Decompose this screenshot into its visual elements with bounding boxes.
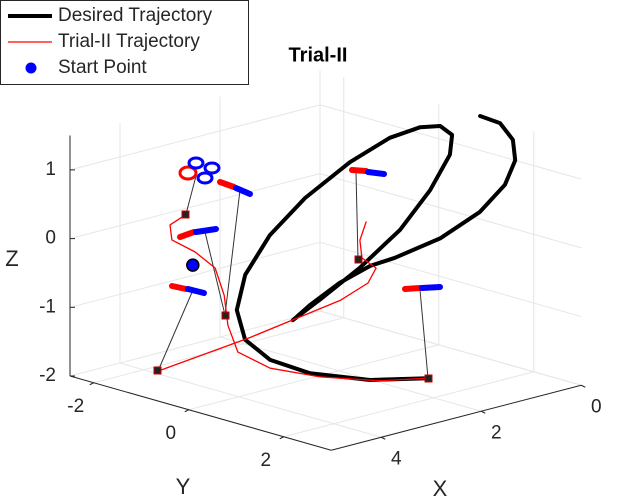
grid-line — [69, 310, 321, 377]
grid-line — [219, 336, 482, 412]
link — [355, 171, 359, 260]
grid-line — [319, 310, 582, 386]
x-tick — [381, 436, 386, 440]
grid-line — [283, 371, 534, 438]
y-tick-label: -2 — [67, 396, 84, 417]
link — [224, 189, 241, 316]
link — [157, 289, 194, 372]
trajectory — [234, 114, 518, 382]
rotor — [419, 284, 443, 291]
y-tick — [279, 436, 284, 440]
start-point — [186, 258, 200, 272]
base — [181, 210, 190, 219]
grid-line — [93, 317, 344, 384]
z-axis-label: Z — [5, 246, 18, 271]
x-axis — [331, 384, 582, 451]
legend-marker — [25, 62, 37, 74]
x-tick — [481, 410, 486, 414]
rotor-ring — [187, 156, 205, 170]
grid-line — [69, 173, 321, 240]
grid-line — [119, 362, 382, 438]
chart-title: Trial-II — [289, 44, 348, 66]
rotor — [233, 185, 253, 197]
z-tick-label: 0 — [45, 228, 56, 249]
link — [204, 231, 226, 316]
link — [185, 175, 197, 215]
grid-line — [319, 241, 582, 318]
trajectory — [157, 213, 429, 382]
rotor — [193, 226, 219, 235]
rotor — [402, 285, 423, 292]
rotor-ring — [203, 161, 221, 175]
legend-label: Trial-II Trajectory — [58, 31, 200, 52]
rotor-ring — [178, 165, 198, 181]
y-axis-label: Y — [176, 474, 191, 499]
legend-label: Start Point — [58, 57, 147, 78]
y-tick-label: 2 — [260, 450, 271, 471]
grid-line — [69, 241, 321, 308]
rotor — [217, 179, 237, 190]
x-axis-label: X — [433, 476, 448, 500]
x-tick-label: 0 — [591, 396, 602, 417]
z-tick-label: -1 — [39, 296, 56, 317]
grid-line — [188, 344, 439, 411]
y-axis — [69, 375, 332, 451]
rotor — [365, 169, 387, 177]
y-tick-label: 0 — [165, 423, 176, 444]
link — [419, 289, 429, 379]
grid — [69, 70, 586, 451]
bases — [153, 210, 433, 383]
z-tick-label: -2 — [39, 365, 56, 386]
rotor — [177, 229, 197, 240]
legend-label: Desired Trajectory — [58, 5, 213, 26]
rotor — [169, 283, 189, 292]
legend: Desired Trajectory Trial-II Trajectory Sta… — [0, 0, 249, 85]
y-tick — [184, 409, 189, 413]
base — [354, 255, 363, 264]
plot-area — [157, 114, 518, 382]
rotor — [185, 286, 207, 296]
robot-links — [157, 156, 443, 379]
x-tick — [581, 384, 586, 388]
y-tick — [89, 382, 94, 386]
rotor-ring — [196, 171, 214, 185]
base — [153, 366, 162, 375]
rotor — [349, 167, 369, 174]
z-tick-label: 1 — [45, 159, 56, 180]
grid-line — [69, 104, 321, 171]
base — [424, 374, 433, 383]
x-tick-label: 2 — [491, 422, 502, 443]
grid-line — [319, 173, 582, 249]
base — [221, 311, 230, 320]
x-tick-label: 4 — [391, 448, 402, 469]
